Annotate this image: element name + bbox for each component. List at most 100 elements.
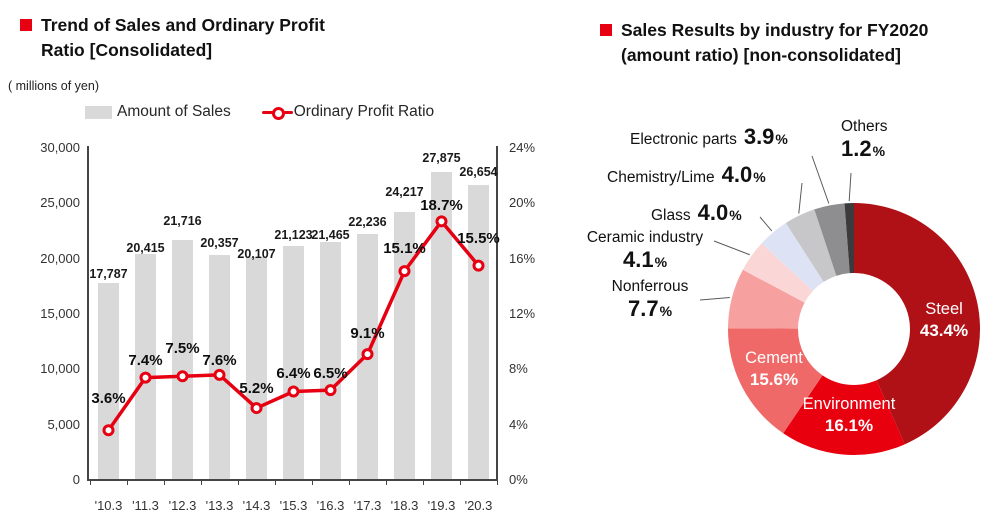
bar-value-label: 20,357 xyxy=(200,235,239,250)
segment-name: Environment xyxy=(802,395,896,413)
red-square-bullet-right xyxy=(600,24,612,36)
left-axis-tick-label: 20,000 xyxy=(40,250,80,266)
line-data-point xyxy=(102,424,115,437)
donut-label-ceramic-industry: Ceramic industry 4.1% xyxy=(579,229,711,273)
left-axis-tick-label: 0 xyxy=(72,472,80,487)
x-axis-tick-mark xyxy=(163,481,165,485)
x-axis-category-label: '17.3 xyxy=(353,498,382,513)
line-data-point xyxy=(139,371,152,384)
donut-label-steel: Steel 43.4% xyxy=(899,299,989,342)
bar-value-label: 27,875 xyxy=(422,150,461,165)
left-axis-tick-label: 25,000 xyxy=(40,195,80,211)
x-axis-category-label: '12.3 xyxy=(168,498,197,513)
x-axis-category-label: '14.3 xyxy=(242,498,271,513)
bar-value-label: 21,123 xyxy=(274,228,313,243)
left-chart-title: Trend of Sales and Ordinary Profit Ratio… xyxy=(41,13,325,63)
segment-name: Steel xyxy=(925,300,963,318)
x-axis-tick-mark xyxy=(200,481,202,485)
right-chart-title-line1: Sales Results by industry for FY2020 xyxy=(621,20,929,40)
x-axis-tick-mark xyxy=(496,481,498,485)
percent-sign: % xyxy=(654,254,668,270)
segment-name: Nonferrous xyxy=(611,278,689,295)
x-axis-tick-mark xyxy=(89,481,91,485)
segment-name: Glass xyxy=(651,207,691,224)
donut-slice-electronic-parts xyxy=(814,203,850,276)
left-axis-tick-label: 15,000 xyxy=(40,306,80,321)
profit-ratio-value-label: 6.5% xyxy=(313,365,348,383)
profit-ratio-value-label: 3.6% xyxy=(91,390,126,408)
donut-slice-ceramic-industry xyxy=(742,243,813,303)
segment-value-row: 7.7% xyxy=(595,296,705,322)
donut-label-environment: Environment 16.1% xyxy=(794,394,904,437)
x-axis-category-label: '13.3 xyxy=(205,498,234,513)
right-axis-tick-label: 24% xyxy=(509,140,536,155)
x-axis-category-label: '11.3 xyxy=(132,498,159,513)
percent-sign: % xyxy=(775,131,788,147)
left-axis-line xyxy=(87,146,89,481)
donut-label-nonferrous: Nonferrous 7.7% xyxy=(595,278,705,322)
bar-'13.3 xyxy=(209,254,230,479)
leader-line-nonferrous xyxy=(699,297,730,301)
profit-ratio-value-label: 7.6% xyxy=(202,351,237,369)
bar-'15.3 xyxy=(283,246,304,479)
x-axis-category-label: '16.3 xyxy=(316,498,345,513)
segment-value: 4.0 xyxy=(697,200,729,225)
right-axis-tick-label: 12% xyxy=(509,306,536,321)
left-axis-tick-label: 10,000 xyxy=(40,361,80,377)
donut-label-chemistry-lime: Chemistry/Lime 4.0% xyxy=(607,162,766,188)
line-series-marker-icon xyxy=(261,105,293,120)
profit-ratio-value-label: 15.5% xyxy=(457,229,500,247)
leader-line-chemistry-lime xyxy=(798,182,803,214)
line-series-legend-label: Ordinary Profit Ratio xyxy=(293,103,435,120)
profit-ratio-value-label: 5.2% xyxy=(239,380,274,398)
percent-sign: % xyxy=(872,143,886,159)
bar-'12.3 xyxy=(172,239,193,479)
segment-name: Ceramic industry xyxy=(586,229,704,246)
donut-slice-others xyxy=(844,203,854,274)
bar-value-label: 20,415 xyxy=(126,241,165,256)
donut-slice-environment xyxy=(783,375,905,456)
left-axis-tick-label: 5,000 xyxy=(47,416,80,432)
leader-line-glass xyxy=(759,216,773,232)
bar-'16.3 xyxy=(320,242,341,479)
bar-value-label: 20,107 xyxy=(237,247,276,262)
profit-ratio-value-label: 9.1% xyxy=(350,325,385,343)
right-axis-tick-label: 0% xyxy=(509,472,528,487)
x-axis-tick-mark xyxy=(459,481,461,485)
segment-value: 1.2 xyxy=(841,136,872,161)
left-chart-title-line1: Trend of Sales and Ordinary Profit xyxy=(41,15,325,35)
segment-name: Electronic parts xyxy=(630,131,737,148)
x-axis-category-label: '20.3 xyxy=(464,498,493,513)
donut-label-glass: Glass 4.0% xyxy=(651,200,742,226)
line-data-point xyxy=(398,265,411,278)
line-data-point xyxy=(287,385,300,398)
line-data-point xyxy=(176,370,189,383)
segment-value: 4.0 xyxy=(721,162,753,187)
right-axis-tick-label: 8% xyxy=(509,361,528,377)
bar-value-label: 21,716 xyxy=(163,213,202,228)
profit-ratio-value-label: 15.1% xyxy=(383,240,426,258)
bar-value-label: 22,236 xyxy=(348,214,387,229)
donut-label-electronic-parts: Electronic parts 3.9% xyxy=(630,124,788,150)
red-square-bullet-left xyxy=(20,19,32,31)
bar-value-label: 17,787 xyxy=(89,267,128,282)
donut-slice-chemistry-lime xyxy=(785,209,837,282)
profit-ratio-value-label: 7.5% xyxy=(165,340,200,358)
donut-label-others: Others 1.2% xyxy=(841,118,903,162)
percent-sign: % xyxy=(753,169,766,185)
bar-value-label: 24,217 xyxy=(385,184,424,199)
bar-'19.3 xyxy=(431,171,452,479)
bottom-axis-line xyxy=(87,479,498,481)
leader-line-ceramic-industry xyxy=(713,240,750,256)
x-axis-tick-mark xyxy=(237,481,239,485)
segment-value: 43.4% xyxy=(919,321,969,341)
x-axis-tick-mark xyxy=(422,481,424,485)
right-chart-title-block: Sales Results by industry for FY2020 (am… xyxy=(600,18,928,68)
x-axis-tick-mark xyxy=(274,481,276,485)
right-chart-title: Sales Results by industry for FY2020 (am… xyxy=(621,18,928,68)
chart-legend: Amount of Sales Ordinary Profit Ratio xyxy=(85,103,434,121)
